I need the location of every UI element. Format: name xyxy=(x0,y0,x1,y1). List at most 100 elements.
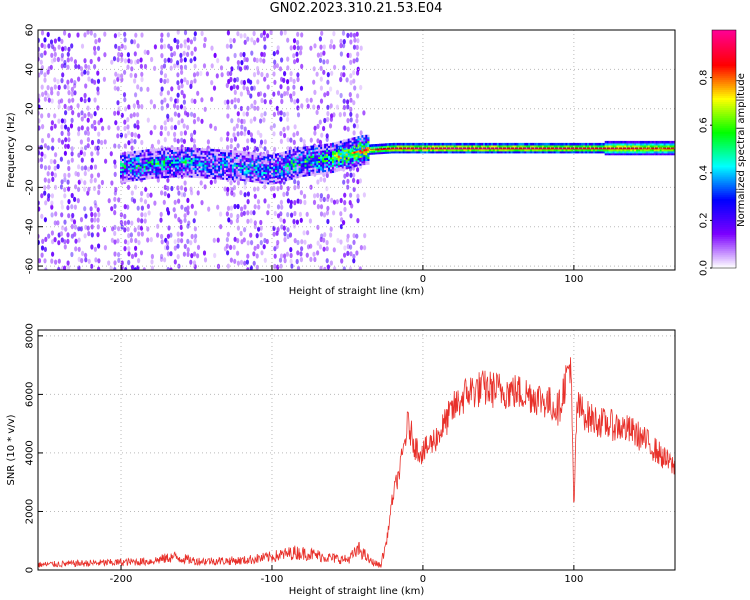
ridge-cell xyxy=(318,152,321,156)
ridge-cell xyxy=(583,144,586,148)
noise-cell xyxy=(236,97,241,104)
noise-cell xyxy=(249,232,253,238)
noise-cell xyxy=(200,97,204,103)
ridge-cell xyxy=(222,151,225,155)
ridge-cell xyxy=(463,144,466,148)
ridge-cell xyxy=(667,148,670,152)
noise-cell xyxy=(329,260,333,266)
ridge-cell xyxy=(255,158,258,162)
ridge-cell xyxy=(275,179,278,182)
ridge-cell xyxy=(288,169,291,173)
ridge-cell xyxy=(226,163,229,167)
ridge-cell xyxy=(612,150,615,154)
ridge-cell xyxy=(273,175,276,179)
ridge-cell xyxy=(481,144,484,148)
ridge-cell xyxy=(157,175,160,179)
ridge-cell xyxy=(659,140,662,144)
colorbar-tick-label: 0.4 xyxy=(699,165,710,181)
ridge-cell xyxy=(353,158,356,162)
ridge-cell xyxy=(176,158,180,162)
noise-cell xyxy=(279,116,283,122)
ridge-cell xyxy=(157,173,160,177)
noise-cell xyxy=(84,213,88,219)
noise-cell xyxy=(160,86,164,92)
ridge-cell xyxy=(659,150,662,154)
ridge-cell xyxy=(269,168,272,171)
ridge-cell xyxy=(573,150,576,154)
ridge-cell xyxy=(231,162,235,165)
ridge-cell xyxy=(388,149,392,152)
ridge-cell xyxy=(151,148,154,152)
noise-cell xyxy=(39,59,43,65)
ridge-cell xyxy=(600,144,603,148)
ridge-cell xyxy=(279,174,282,177)
noise-cell xyxy=(278,66,283,72)
noise-cell xyxy=(43,185,47,191)
ridge-cell xyxy=(337,168,340,172)
ridge-cell xyxy=(190,175,193,178)
ridge-cell xyxy=(551,148,554,152)
noise-cell xyxy=(114,71,118,77)
ridge-cell xyxy=(235,162,238,165)
noise-cell xyxy=(87,97,91,103)
ridge-cell xyxy=(184,164,187,168)
ridge-cell xyxy=(149,162,152,166)
ridge-cell xyxy=(365,162,368,165)
noise-cell xyxy=(335,89,340,95)
noise-cell xyxy=(315,71,319,77)
noise-cell xyxy=(66,51,70,57)
ridge-cell xyxy=(171,169,174,172)
noise-cell xyxy=(322,50,326,56)
ridge-cell xyxy=(259,153,262,156)
noise-cell xyxy=(150,265,154,270)
ridge-cell xyxy=(226,157,229,161)
noise-cell xyxy=(38,93,41,99)
ridge-cell xyxy=(161,148,164,151)
ridge-cell xyxy=(377,149,380,153)
noise-cell xyxy=(180,231,184,237)
noise-cell xyxy=(80,258,84,264)
ridge-cell xyxy=(200,173,203,177)
ridge-cell xyxy=(667,140,670,144)
ridge-cell xyxy=(349,144,352,147)
ridge-cell xyxy=(127,161,131,165)
noise-cell xyxy=(96,45,101,51)
ridge-cell xyxy=(171,153,174,156)
ridge-cell xyxy=(330,162,333,166)
ridge-cell xyxy=(261,163,264,166)
noise-cell xyxy=(177,198,181,204)
noise-cell xyxy=(342,98,346,104)
noise-cell xyxy=(139,86,143,92)
noise-cell xyxy=(69,56,74,62)
ridge-cell xyxy=(518,142,521,146)
noise-cell xyxy=(203,106,207,112)
ridge-cell xyxy=(282,155,286,159)
noise-cell xyxy=(87,186,91,192)
ridge-cell xyxy=(349,146,352,149)
ridge-cell xyxy=(614,140,617,144)
noise-cell xyxy=(146,86,150,92)
noise-cell xyxy=(153,200,157,206)
noise-cell xyxy=(73,90,77,96)
noise-cell xyxy=(190,253,194,259)
ridge-cell xyxy=(292,172,295,176)
ridge-cell xyxy=(243,151,246,154)
colorbar-tick-label: 0.0 xyxy=(699,260,710,276)
ridge-cell xyxy=(184,166,187,170)
x-tick-label: -200 xyxy=(110,274,133,285)
ridge-cell xyxy=(167,157,170,161)
ridge-cell xyxy=(253,166,256,169)
noise-cell xyxy=(63,30,67,36)
ridge-cell xyxy=(123,158,127,161)
ridge-cell xyxy=(261,175,264,178)
ridge-cell xyxy=(153,172,156,175)
ridge-cell xyxy=(626,140,629,144)
ridge-cell xyxy=(214,158,217,162)
noise-cell xyxy=(47,178,51,184)
noise-cell xyxy=(279,263,283,269)
ridge-cell xyxy=(257,158,260,162)
ridge-cell xyxy=(277,164,280,168)
noise-cell xyxy=(319,265,323,270)
ridge-cell xyxy=(273,160,276,163)
ridge-cell xyxy=(204,168,207,171)
